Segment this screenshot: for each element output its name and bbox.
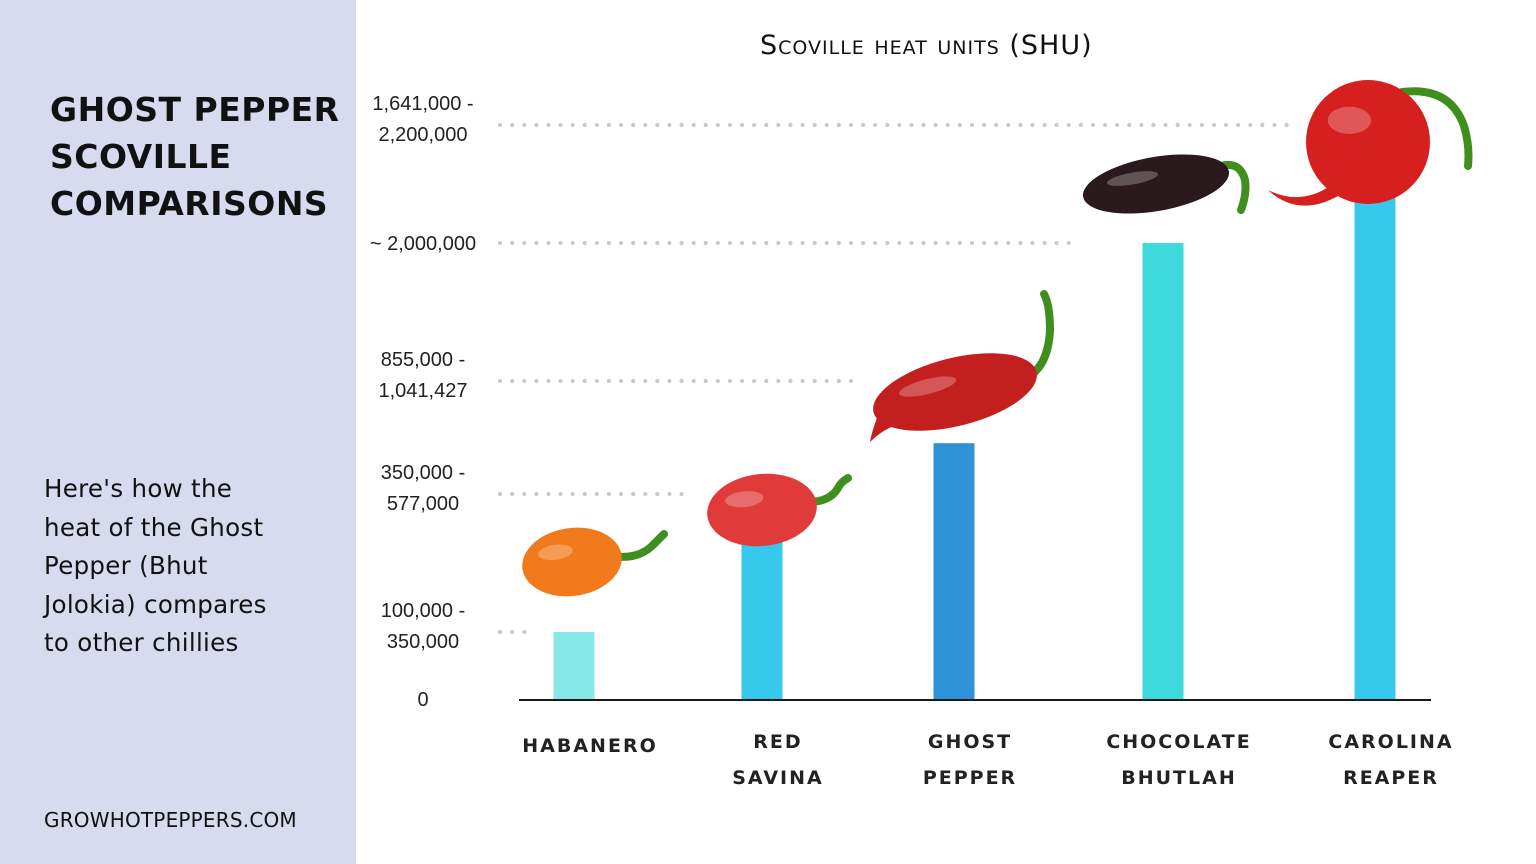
x-tick-label: HABANERO: [522, 735, 657, 757]
x-tick-label-line: BHUTLAH: [1121, 767, 1237, 789]
x-tick-label: CHOCOLATE BHUTLAH: [1106, 731, 1251, 789]
pepper-body: [522, 527, 622, 597]
pepper-stem: [804, 474, 852, 506]
chocolate-bhutlah-pepper-icon: [1082, 154, 1250, 214]
y-tick-label: 855,000 - 1,041,427: [379, 349, 468, 402]
x-tick-label-line: CAROLINA: [1328, 731, 1453, 753]
y-tick-label-line: 2,200,000: [379, 124, 468, 146]
y-tick-label: 0: [417, 689, 428, 711]
chart-title: Scoville heat units (SHU): [760, 30, 1093, 61]
y-tick-label-line: 1,041,427: [379, 380, 468, 402]
description-line: Pepper (Bhut: [44, 551, 208, 580]
y-tick-label: 350,000 - 577,000: [381, 462, 466, 515]
pepper-body: [873, 353, 1037, 431]
y-tick-label-line: ~ 2,000,000: [370, 233, 476, 255]
carolina-reaper-pepper-icon: [1306, 80, 1473, 204]
y-tick-label: 1,641,000 - 2,200,000: [372, 93, 473, 146]
pepper-body: [1306, 80, 1430, 204]
pepper-highlight: [538, 544, 573, 561]
y-tick-label-line: 350,000 -: [381, 462, 466, 484]
y-tick-label-line: 1,641,000 -: [372, 93, 473, 115]
x-tick-label-line: CHOCOLATE: [1106, 731, 1251, 753]
pepper-body: [707, 473, 817, 547]
title-line: GHOST PEPPER: [50, 90, 340, 129]
x-tick-label-line: RED: [753, 731, 802, 753]
pepper-highlight: [899, 376, 957, 397]
x-tick-label: RED SAVINA: [732, 731, 823, 789]
x-tick-label: CAROLINA REAPER: [1328, 731, 1453, 789]
pepper-stem: [1398, 87, 1473, 170]
carolina-reaper-tail: [1268, 186, 1338, 206]
y-tick-label-line: 100,000 -: [381, 600, 466, 622]
description-line: Jolokia) compares: [44, 589, 267, 619]
bar: [1354, 125, 1396, 699]
sidebar-panel: GHOST PEPPER SCOVILLE COMPARISONS Here's…: [0, 0, 356, 864]
x-tick-label-line: HABANERO: [522, 735, 657, 757]
y-tick-label-line: 350,000: [387, 631, 459, 653]
pepper-body: [1082, 154, 1230, 214]
y-tick-label: ~ 2,000,000: [370, 233, 476, 255]
bar: [1142, 243, 1184, 699]
description-line: heat of the Ghost: [44, 512, 264, 542]
title-line: SCOVILLE: [50, 137, 232, 176]
page-title: GHOST PEPPER SCOVILLE COMPARISONS: [50, 86, 350, 227]
pepper-stem: [1211, 161, 1250, 214]
ghost-pepper-icon: [873, 290, 1055, 431]
x-tick-label: GHOST PEPPER: [923, 731, 1017, 789]
y-tick-label-line: 0: [417, 689, 428, 711]
red-savina-pepper-icon: [707, 473, 852, 547]
x-tick-label-line: REAPER: [1343, 767, 1439, 789]
pepper-highlight: [1327, 106, 1372, 134]
y-tick-label: 100,000 - 350,000: [381, 600, 466, 653]
x-tick-label-line: SAVINA: [732, 767, 823, 789]
pepper-highlight: [725, 491, 764, 508]
title-line: COMPARISONS: [50, 184, 329, 223]
x-tick-label-line: PEPPER: [923, 767, 1017, 789]
pepper-stem: [608, 530, 668, 561]
y-tick-label-line: 855,000 -: [381, 349, 466, 371]
description-line: to other chillies: [44, 628, 239, 657]
y-tick-label-line: 577,000: [387, 493, 459, 515]
x-tick-label-line: GHOST: [928, 731, 1012, 753]
description-line: Here's how the: [44, 474, 233, 503]
description: Here's how the heat of the Ghost Pepper …: [44, 470, 334, 663]
bar: [933, 443, 975, 699]
pepper-highlight: [1106, 171, 1159, 186]
bar: [553, 632, 595, 699]
habanero-pepper-icon: [522, 527, 668, 597]
site-name: GROWHOTPEPPERS.COM: [44, 808, 297, 832]
ghost-pepper-tail: [870, 410, 900, 442]
